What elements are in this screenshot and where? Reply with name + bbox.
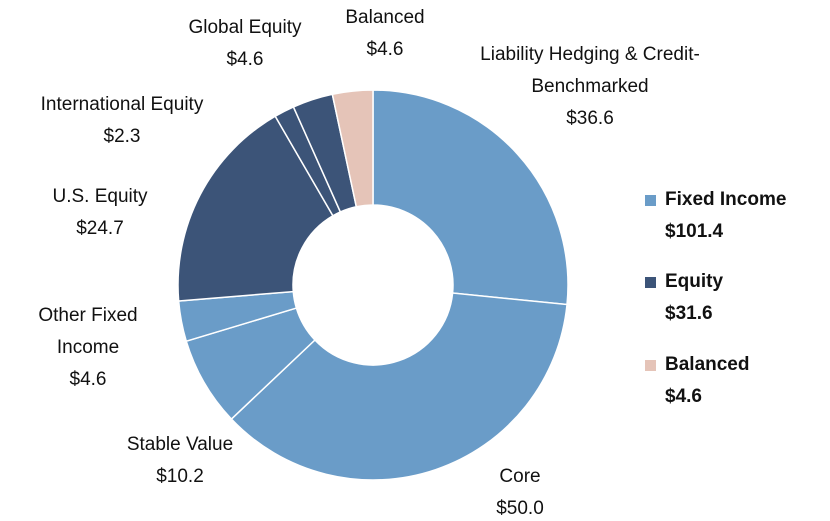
- slice-label: U.S. Equity $24.7: [20, 181, 180, 245]
- legend-value: $31.6: [665, 303, 713, 324]
- slice-name: Other Fixed Income: [38, 305, 138, 358]
- slice-label: Other Fixed Income $4.6: [18, 300, 158, 396]
- slice-value: $24.7: [76, 218, 124, 239]
- slice-name: International Equity: [40, 94, 204, 115]
- slice-label: Stable Value $10.2: [100, 429, 260, 493]
- legend-value: $4.6: [665, 386, 702, 407]
- legend-swatch: [645, 195, 656, 206]
- slice-value: $4.6: [226, 49, 264, 70]
- slice-value: $4.6: [69, 369, 107, 390]
- legend-value: $101.4: [665, 221, 724, 242]
- slice-name: Global Equity: [188, 17, 302, 38]
- legend-swatch: [645, 360, 656, 371]
- slice-label: Global Equity $4.6: [160, 12, 330, 76]
- slice-name: U.S. Equity: [52, 186, 148, 207]
- slice-value: $4.6: [366, 39, 404, 60]
- legend-name: Balanced: [665, 354, 750, 375]
- slice-value: $50.0: [496, 498, 544, 519]
- slice-label: Core $50.0: [460, 461, 580, 521]
- slice-label: Balanced $4.6: [325, 2, 445, 66]
- slice-label: Liability Hedging & Credit-Benchmarked $3…: [465, 39, 715, 135]
- slice-value: $36.6: [566, 108, 614, 129]
- donut-slice: [331, 89, 374, 208]
- donut-slice: [230, 292, 568, 481]
- slice-name: Stable Value: [126, 434, 234, 455]
- slice-label: International Equity $2.3: [2, 89, 242, 153]
- slice-name: Liability Hedging & Credit-Benchmarked: [480, 44, 700, 97]
- legend-name: Equity: [665, 271, 724, 292]
- slice-name: Core: [499, 466, 541, 487]
- slice-value: $2.3: [103, 126, 141, 147]
- slice-name: Balanced: [345, 7, 425, 28]
- legend-name: Fixed Income: [665, 189, 787, 210]
- legend-swatch: [645, 277, 656, 288]
- donut-slice: [177, 115, 334, 302]
- slice-value: $10.2: [156, 466, 204, 487]
- donut-slice: [372, 89, 569, 306]
